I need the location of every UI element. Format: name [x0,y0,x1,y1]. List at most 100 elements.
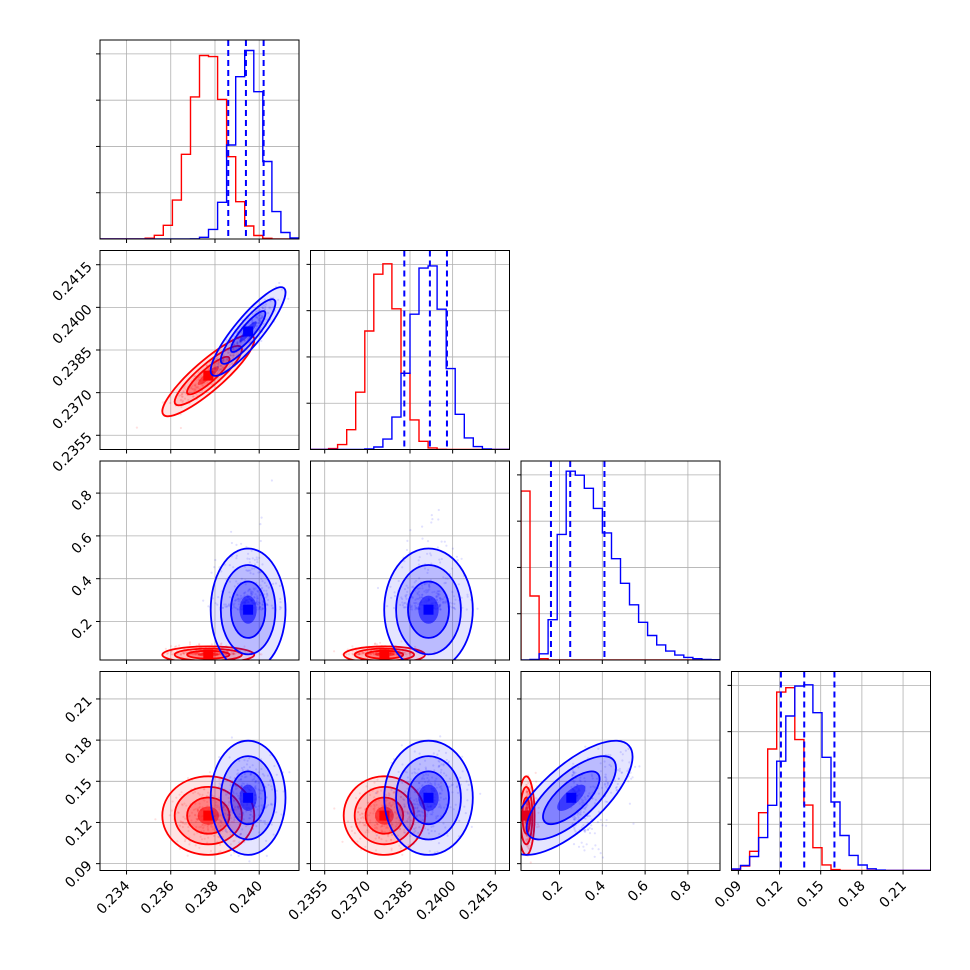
scatter-blue-sample-point [436,753,439,756]
scatter-blue-sample-point [599,770,602,773]
scatter-blue-sample-point [216,358,219,361]
scatter-blue-sample-point [584,808,587,811]
scatter-blue-sample-point [253,335,256,338]
scatter-blue-sample-point [386,605,389,608]
scatter-blue-sample-point [242,592,245,595]
scatter-blue-sample-point [433,830,437,833]
scatter-blue-sample-point [440,763,443,766]
scatter-red-sample-point [230,652,233,655]
scatter-red-sample-point [384,800,387,803]
histogram-blue [100,49,299,239]
scatter-blue-sample-point [415,606,418,609]
scatter-blue-sample-point [256,608,259,611]
scatter-red-sample-point [195,825,198,829]
scatter-red-sample-point [356,818,359,821]
scatter-red-sample-point [362,652,365,655]
scatter-blue-sample-point [411,595,414,599]
scatter-blue-sample-point [253,588,256,591]
scatter-red-sample-point [169,401,172,405]
scatter-blue-sample-point [240,542,243,545]
y-tick-label: 0.21 [62,693,95,726]
scatter-blue-sample-point [267,803,270,807]
scatter-red-sample-point [369,793,372,797]
scatter-blue-sample-point [234,346,238,349]
scatter-blue-peak [243,604,254,615]
scatter-red-sample-point [171,653,174,656]
scatter-red-sample-point [402,798,405,801]
scatter-blue-sample-point [628,761,631,764]
scatter-blue-sample-point [458,819,461,822]
scatter-red-sample-point [403,820,406,823]
scatter-red-sample-point [206,826,209,829]
panel-plot-area [310,250,510,450]
scatter-blue-sample-point [213,371,216,374]
scatter-blue-sample-point [435,598,438,602]
scatter-red-sample-point [202,826,205,829]
scatter-blue-sample-point [574,830,577,833]
scatter-blue-sample-point [454,598,457,601]
scatter-red-sample-point [399,653,403,656]
scatter-red-sample-point [393,810,396,814]
scatter-blue-sample-point [427,568,430,571]
scatter-blue-sample-point [247,588,250,591]
scatter-blue-sample-point [401,601,404,604]
scatter-blue-sample-point [439,608,442,611]
scatter-blue-sample-point [267,586,270,589]
scatter-blue-sample-point [437,508,440,512]
scatter-red-sample-point [394,811,397,814]
scatter-red-sample-point [383,824,386,827]
scatter-red-sample-point [196,818,199,821]
scatter-red-sample-point [376,790,379,793]
scatter-blue-sample-point [242,811,245,814]
scatter-blue-sample-point [259,819,262,822]
scatter-red-sample-point [393,802,396,805]
scatter-blue-sample-point [236,785,239,788]
panel-1-1 [306,250,510,454]
scatter-red-peak [203,810,214,821]
scatter-blue-sample-point [437,749,441,752]
scatter-blue-sample-point [232,795,236,798]
y-tick-label: 0.15 [62,776,95,809]
scatter-blue-sample-point [240,577,243,580]
scatter-blue-sample-point [229,781,232,784]
scatter-blue-sample-point [429,782,432,785]
scatter-red-sample-point [212,834,215,837]
scatter-red-sample-point [193,813,197,816]
panel-2-1 [306,460,510,664]
scatter-blue-sample-point [603,783,606,786]
scatter-red-sample-point [192,395,195,398]
scatter-blue-sample-point [235,792,238,795]
scatter-blue-sample-point [409,608,412,611]
scatter-blue-sample-point [207,605,210,608]
scatter-blue-sample-point [240,778,243,781]
scatter-blue-sample-point [267,783,270,786]
scatter-red-sample-point [526,803,529,806]
scatter-blue-sample-point [604,782,607,785]
scatter-blue-sample-point [424,766,427,769]
scatter-blue-sample-point [420,595,423,599]
scatter-red-sample-point [536,826,539,829]
scatter-red-sample-point [196,385,199,388]
scatter-red-sample-point [401,853,404,856]
scatter-blue-sample-point [425,591,428,594]
scatter-blue-sample-point [257,771,260,774]
scatter-blue-sample-point [430,562,433,565]
scatter-blue-sample-point [262,304,265,307]
scatter-blue-sample-point [235,784,238,787]
scatter-red-sample-point [359,837,362,840]
scatter-red-sample-point [232,840,235,843]
scatter-blue-sample-point [405,548,409,552]
scatter-blue-sample-point [262,322,265,325]
scatter-red-sample-point [390,833,393,837]
scatter-blue-peak [243,792,254,803]
scatter-red-sample-point [212,795,215,798]
scatter-blue-sample-point [601,786,604,789]
scatter-blue-sample-point [234,785,237,788]
scatter-red-sample-point [207,368,210,371]
scatter-blue-sample-point [229,354,233,357]
scatter-red-sample-point [525,834,528,837]
scatter-blue-sample-point [442,601,445,605]
scatter-red-sample-point [381,825,384,828]
scatter-red-sample-point [192,388,195,391]
scatter-blue-sample-point [606,800,609,803]
